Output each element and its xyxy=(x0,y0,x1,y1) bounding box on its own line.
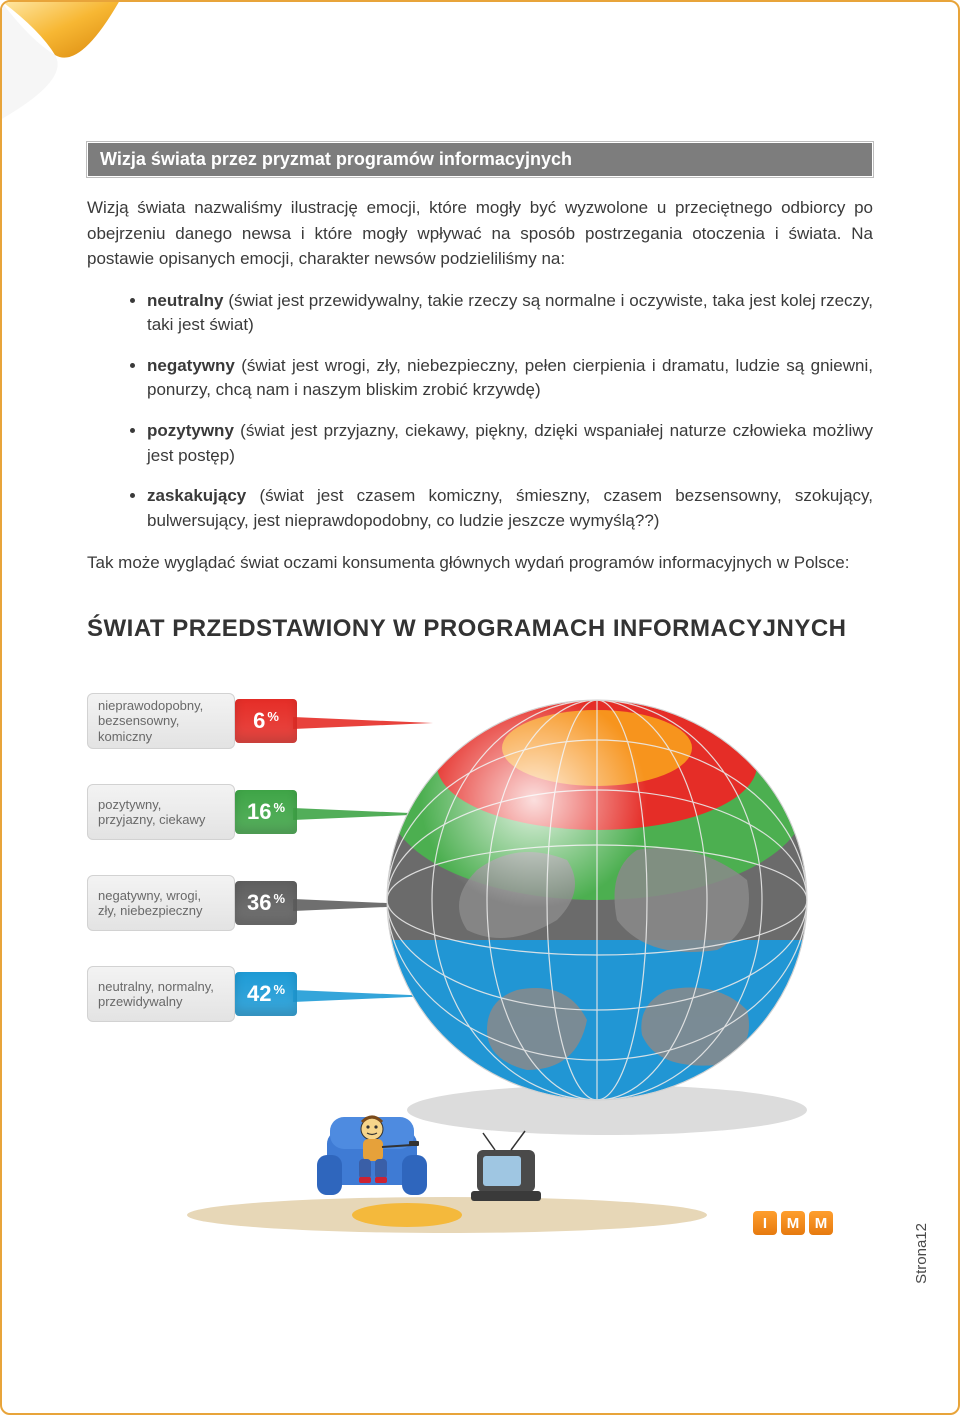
intro-paragraph: Wizją świata nazwaliśmy ilustrację emocj… xyxy=(87,195,873,272)
bullet-term: pozytywny xyxy=(147,421,234,440)
page: Wizja świata przez pryzmat programów inf… xyxy=(0,0,960,1415)
legend-label: negatywny, wrogi,zły, niebezpieczny xyxy=(87,875,235,931)
content-area: Wizja świata przez pryzmat programów inf… xyxy=(87,142,873,1225)
bullet-term: neutralny xyxy=(147,291,224,310)
legend-label: neutralny, normalny,przewidywalny xyxy=(87,966,235,1022)
page-number: Strona12 xyxy=(913,1223,930,1284)
closing-paragraph: Tak może wyglądać świat oczami konsument… xyxy=(87,550,873,576)
bullet-desc: (świat jest przyjazny, ciekawy, piękny, … xyxy=(147,421,873,465)
viewer-illustration xyxy=(177,1095,737,1225)
legend-label: pozytywny,przyjazny, ciekawy xyxy=(87,784,235,840)
section-heading: Wizja świata przez pryzmat programów inf… xyxy=(87,142,873,177)
imm-logo: I M M xyxy=(753,1211,833,1235)
bullet-term: negatywny xyxy=(147,356,235,375)
page-corner-fold xyxy=(0,0,120,120)
section-heading-text: Wizja świata przez pryzmat programów inf… xyxy=(100,149,572,169)
bullet-list: neutralny (świat jest przewidywalny, tak… xyxy=(87,289,873,534)
bullet-desc: (świat jest czasem komiczny, śmieszny, c… xyxy=(147,486,873,530)
legend-percent: 36% xyxy=(235,881,297,925)
logo-letter: M xyxy=(781,1211,805,1235)
legend-percent: 42% xyxy=(235,972,297,1016)
bullet-desc: (świat jest przewidywalny, takie rzeczy … xyxy=(147,291,873,335)
legend: nieprawodopobny,bezsensowny, komiczny6%p… xyxy=(87,693,332,1057)
legend-item: nieprawodopobny,bezsensowny, komiczny6% xyxy=(87,693,332,749)
bullet-item: pozytywny (świat jest przyjazny, ciekawy… xyxy=(147,419,873,468)
globe-icon xyxy=(337,670,817,1140)
infographic-title: ŚWIAT PRZEDSTAWIONY W PROGRAMACH INFORMA… xyxy=(87,615,873,643)
logo-letter: I xyxy=(753,1211,777,1235)
legend-item: negatywny, wrogi,zły, niebezpieczny36% xyxy=(87,875,332,931)
bullet-item: zaskakujący (świat jest czasem komiczny,… xyxy=(147,484,873,533)
legend-item: neutralny, normalny,przewidywalny42% xyxy=(87,966,332,1022)
legend-percent: 6% xyxy=(235,699,297,743)
bullet-item: negatywny (świat jest wrogi, zły, niebez… xyxy=(147,354,873,403)
legend-percent: 16% xyxy=(235,790,297,834)
logo-letter: M xyxy=(809,1211,833,1235)
legend-label: nieprawodopobny,bezsensowny, komiczny xyxy=(87,693,235,749)
bullet-item: neutralny (świat jest przewidywalny, tak… xyxy=(147,289,873,338)
legend-item: pozytywny,przyjazny, ciekawy16% xyxy=(87,784,332,840)
bullet-term: zaskakujący xyxy=(147,486,246,505)
infographic: ŚWIAT PRZEDSTAWIONY W PROGRAMACH INFORMA… xyxy=(87,615,873,1225)
bullet-desc: (świat jest wrogi, zły, niebezpieczny, p… xyxy=(147,356,873,400)
